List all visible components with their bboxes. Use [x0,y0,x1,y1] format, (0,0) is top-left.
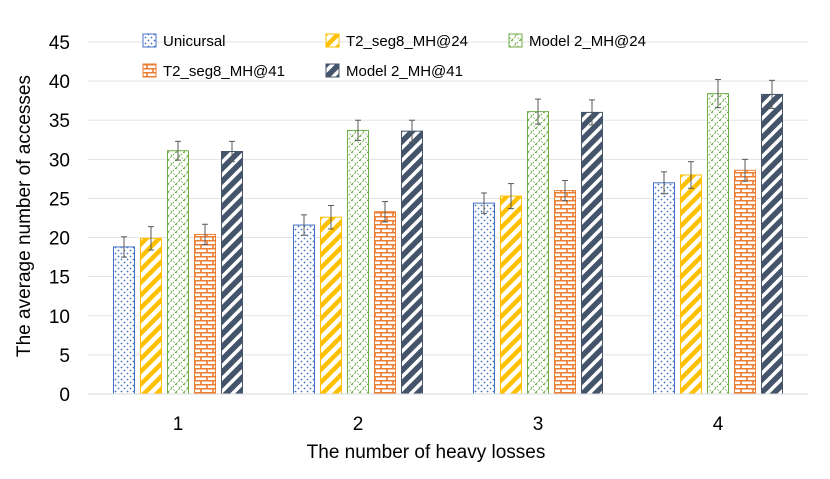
bar-model-2-mh-41-1 [221,151,243,395]
error-bar [742,158,748,182]
bar-unicursal-1 [113,246,135,395]
error-bar [661,171,667,195]
legend-label: T2_seg8_MH@41 [163,63,285,80]
legend-item: T2_seg8_MH@24 [325,33,468,50]
x-axis-title: The number of heavy losses [307,442,546,463]
error-bar [229,140,235,163]
bar-t2-seg8-mh-24-1 [140,237,162,395]
x-tick-label: 2 [353,414,364,435]
bar-t2-seg8-mh-24-4 [680,174,702,395]
y-tick-label: 5 [59,346,70,367]
bar-unicursal-4 [653,182,675,395]
error-bar [589,99,595,126]
bar-t2-seg8-mh-24-3 [500,195,522,395]
legend-swatch [325,63,340,78]
error-bar [328,204,334,230]
y-tick-label: 0 [59,385,70,406]
bar-t2-seg8-mh-24-2 [320,216,342,395]
legend-label: Model 2_MH@41 [346,63,463,80]
y-axis-title: The average number of accesses [14,75,35,357]
error-bar [715,79,721,109]
legend-item: Model 2_MH@24 [508,33,646,50]
bar-model-2-mh-41-2 [401,130,423,395]
error-bar [202,223,208,246]
bar-t2-seg8-mh-41-1 [194,233,216,395]
bar-model-2-mh-41-4 [761,93,783,395]
y-tick-label: 45 [49,33,70,54]
bars-group [113,93,783,395]
x-axis-ticks: 1 2 3 4 [173,414,724,435]
bar-model-2-mh-24-4 [707,93,729,395]
x-tick-label: 1 [173,414,184,435]
error-bar [508,183,514,210]
bar-t2-seg8-mh-41-4 [734,169,756,395]
y-tick-label: 35 [49,111,70,132]
error-bar [562,179,568,202]
x-tick-label: 4 [713,414,724,435]
error-bar [355,119,361,142]
bar-unicursal-2 [293,224,315,395]
bar-unicursal-3 [473,202,495,395]
legend-label: T2_seg8_MH@24 [346,33,468,50]
y-tick-label: 15 [49,268,70,289]
error-bar [301,214,307,236]
bar-t2-seg8-mh-41-2 [374,211,396,395]
error-bar [535,98,541,125]
legend-swatch [325,33,340,48]
error-bar [121,236,127,258]
legend-item: Model 2_MH@41 [325,63,463,80]
error-bar [382,201,388,223]
y-tick-label: 10 [49,307,70,328]
legend-label: Model 2_MH@24 [529,33,646,50]
error-bar [481,192,487,214]
legend-item: T2_seg8_MH@41 [142,63,285,80]
bar-model-2-mh-41-3 [581,111,603,395]
bar-model-2-mh-24-3 [527,111,549,395]
error-bar [148,226,154,251]
y-axis-ticks: 0 5 10 15 20 25 30 35 40 45 [49,33,70,406]
legend-item: Unicursal [142,33,226,50]
legend-swatch [508,33,523,48]
error-bar [175,140,181,161]
error-bars-group [121,79,775,258]
legend: Unicursal T2_seg8_MH@24 Model 2_MH@24 T2_se… [142,33,646,80]
legend-swatch [142,63,157,78]
bar-model-2-mh-24-2 [347,129,369,395]
x-tick-label: 3 [533,414,544,435]
bar-t2-seg8-mh-41-3 [554,190,576,395]
y-tick-label: 25 [49,189,70,210]
legend-label: Unicursal [163,33,226,50]
y-tick-label: 40 [49,72,70,93]
error-bar [769,79,775,109]
y-tick-label: 30 [49,150,70,171]
error-bar [688,161,694,189]
y-tick-label: 20 [49,229,70,250]
error-bar [409,119,415,143]
legend-swatch [142,33,157,48]
bar-model-2-mh-24-1 [167,150,189,395]
